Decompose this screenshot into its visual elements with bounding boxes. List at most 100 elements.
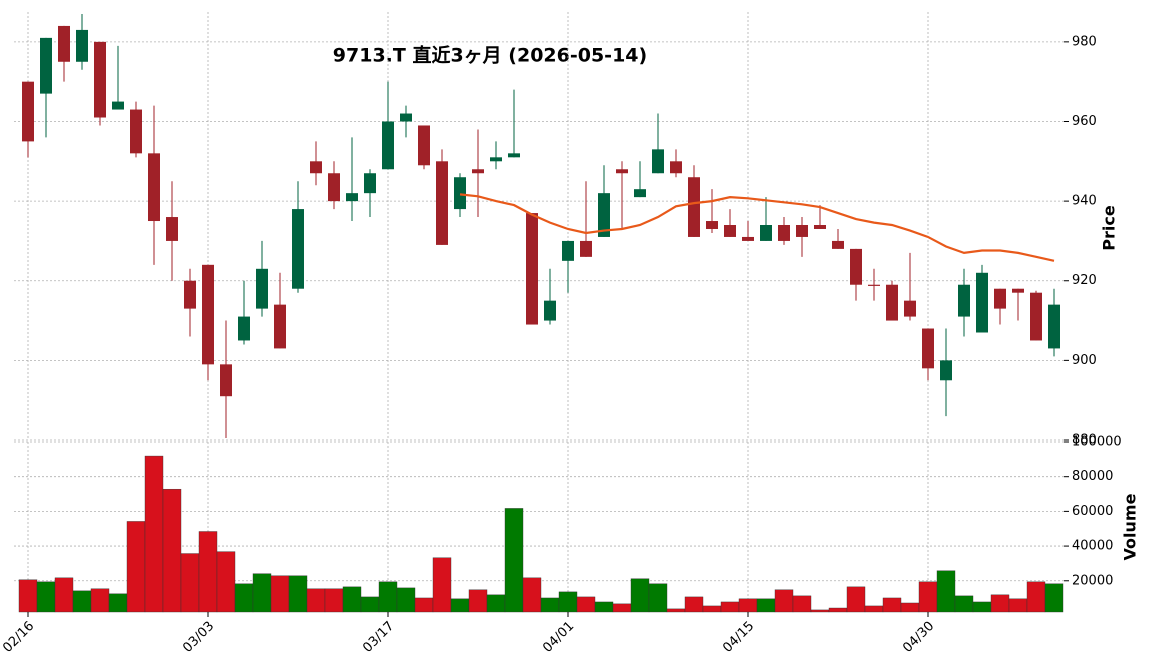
candle-body [976,272,988,333]
volume-bar [306,588,326,613]
candle-body [652,149,664,174]
y-tick-label: 940 [1072,194,1097,209]
volume-bar [900,602,920,613]
candle-body [346,193,358,202]
volume-bar [792,595,812,613]
volume-bar [342,586,362,613]
volume-bar [1044,583,1064,613]
candle-body [562,240,574,261]
volume-bar [270,575,290,613]
candle-body [742,236,754,241]
candle-body [886,284,898,321]
volume-bar [468,589,488,613]
y-tick-label: 20000 [1072,573,1113,588]
candle-body [958,284,970,317]
volume-bar [72,590,92,613]
candle-body [490,157,502,162]
candle-body [166,217,178,241]
x-tick-label: 04/30 [900,619,937,656]
candle-body [1012,288,1024,293]
candle-body [598,193,610,237]
candle-body [310,161,322,174]
volume-bar [1026,581,1046,613]
volume-bar [198,531,218,613]
volume-bar [738,598,758,613]
y-tick-label: 40000 [1072,539,1113,554]
volume-bar [414,597,434,613]
volume-bar [648,583,668,613]
candle-body [724,225,736,237]
volume-bar [810,609,830,613]
candle-body [220,364,232,397]
candle-body [472,169,484,174]
volume-bar [558,591,578,613]
candle-body [238,316,250,341]
candle-body [508,153,520,158]
volume-bar [972,601,992,613]
candle-body [670,161,682,174]
volume-bar [540,597,560,613]
candle-body [40,37,52,94]
candle-body [400,113,412,122]
volume-bar [720,601,740,613]
volume-bar [252,573,272,613]
candle-body [184,280,196,309]
volume-bar [990,594,1010,613]
candle-body [328,173,340,202]
volume-bar [828,607,848,613]
y-tick-label: 920 [1072,273,1097,288]
candle-body [778,225,790,241]
candle-body [112,101,124,110]
volume-bar [450,598,470,613]
volume-bar [216,551,236,613]
moving-average-line [459,193,1055,262]
candle-body [868,284,880,286]
volume-bar [234,583,254,613]
candle-body [58,25,70,62]
candle-body [850,248,862,285]
volume-bar [378,581,398,613]
y-tick-label: 100000 [1072,435,1122,450]
y-axis-label: Volume [1121,493,1140,560]
volume-bar [522,577,542,613]
candle-body [202,264,214,365]
volume-bar [918,581,938,613]
y-tick-label: 880 [1072,433,1097,448]
volume-bar [36,581,56,613]
candle-body [940,360,952,381]
candle-body [256,268,268,309]
x-tick-label: 04/01 [540,619,577,656]
candle-body [814,225,826,229]
candle-body [922,328,934,369]
candle-body [94,41,106,118]
candle-body [706,221,718,229]
volume-bar [360,596,380,613]
volume-bar [774,589,794,613]
volume-bar [666,608,686,613]
candle-body [148,153,160,222]
candle-body [832,240,844,249]
y-tick-label: 980 [1072,34,1097,49]
volume-bar [126,521,146,613]
candle-body [994,288,1006,309]
y-tick-label: 80000 [1072,469,1113,484]
candle-body [454,177,466,210]
volume-bar [756,598,776,613]
volume-bar [882,597,902,613]
volume-bar [18,579,38,613]
x-tick-label: 03/17 [360,619,397,656]
candle-body [76,29,88,62]
volume-bar [324,588,344,613]
volume-bar [288,575,308,613]
candle-body [760,225,772,241]
candle-body [904,300,916,317]
x-tick-label: 03/03 [180,619,217,656]
candle-body [364,173,376,194]
candle-body [634,189,646,198]
volume-bar [954,595,974,613]
volume-bar [864,605,884,613]
y-tick-label: 900 [1072,353,1097,368]
x-tick-label: 04/15 [720,619,757,656]
candle-body [544,300,556,321]
